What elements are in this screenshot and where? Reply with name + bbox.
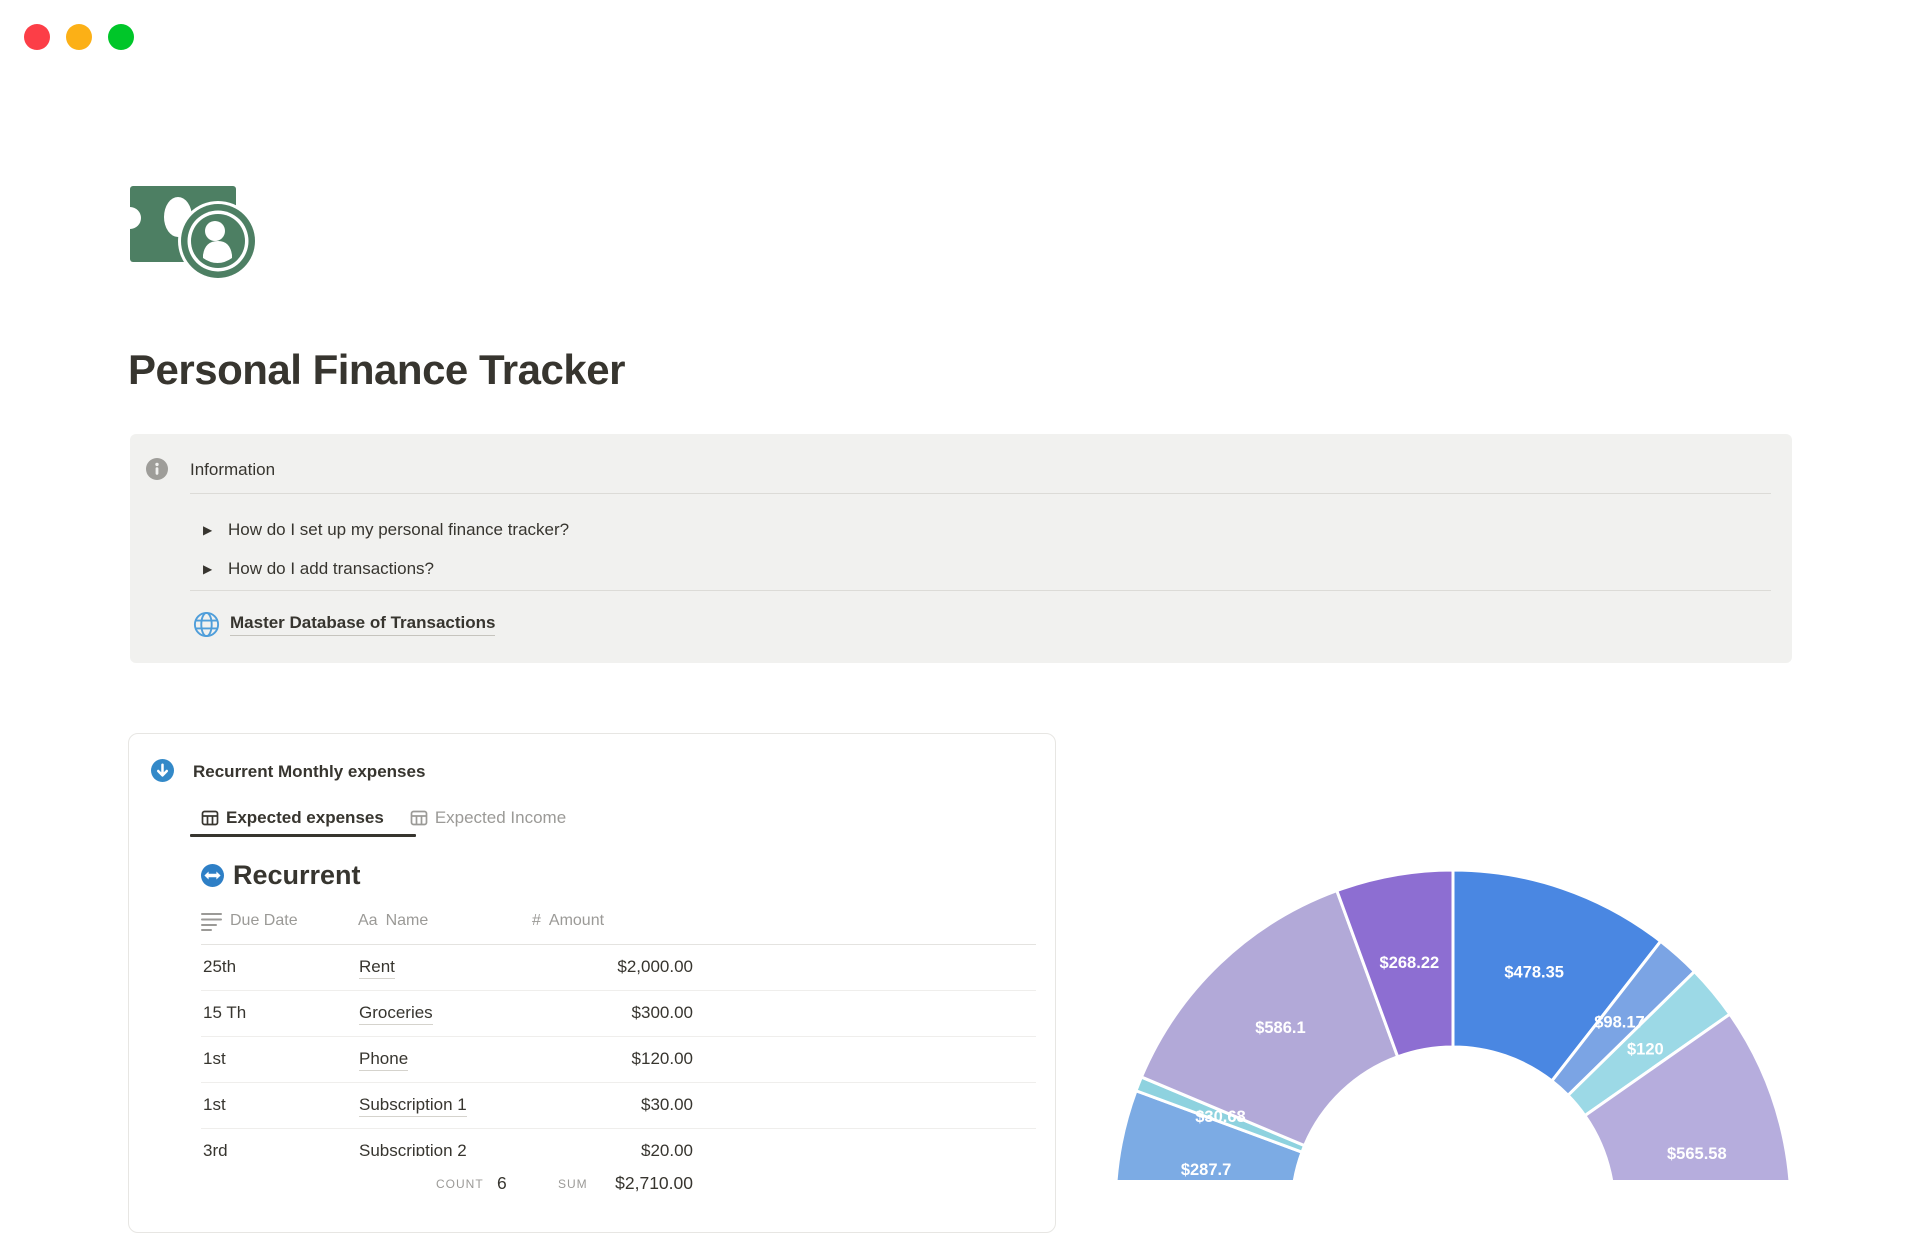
master-database-link-label: Master Database of Transactions bbox=[230, 613, 496, 636]
database-title[interactable]: Recurrent bbox=[233, 860, 361, 890]
page-icon[interactable] bbox=[128, 184, 260, 284]
callout-title: Information bbox=[190, 460, 276, 479]
divider bbox=[190, 590, 1771, 591]
column-header-amount[interactable]: # Amount bbox=[532, 906, 604, 936]
toggle-triangle-icon[interactable]: ▶ bbox=[203, 561, 213, 576]
circle-arrow-down-icon[interactable] bbox=[151, 759, 174, 782]
amount-cell[interactable]: $20.00 bbox=[641, 1141, 693, 1156]
name-cell[interactable]: Subscription 2 bbox=[359, 1141, 467, 1156]
table-icon bbox=[201, 809, 219, 827]
column-label: Name bbox=[385, 912, 429, 929]
due-date-cell[interactable]: 3rd bbox=[203, 1141, 228, 1156]
amount-cell[interactable]: $120.00 bbox=[631, 1049, 693, 1068]
zoom-button[interactable] bbox=[108, 24, 134, 50]
toggle-label: How do I add transactions? bbox=[228, 558, 435, 578]
table-row[interactable]: 3rd Subscription 2 $20.00 bbox=[201, 1129, 1036, 1156]
sum-label[interactable]: SUM bbox=[558, 1177, 588, 1191]
donut-slice-565.58[interactable] bbox=[1582, 1012, 1792, 1180]
card-title: Recurrent Monthly expenses bbox=[193, 762, 426, 781]
slice-value-label: $120 bbox=[1627, 1040, 1664, 1058]
toggle-list: ▶ How do I set up my personal finance tra… bbox=[130, 510, 1792, 588]
recurrent-expenses-card: Recurrent Monthly expenses Expected expe… bbox=[128, 733, 1056, 1233]
window-controls bbox=[24, 24, 134, 50]
close-button[interactable] bbox=[24, 24, 50, 50]
slice-value-label: $565.58 bbox=[1667, 1145, 1727, 1163]
due-date-cell[interactable]: 25th bbox=[203, 957, 237, 976]
slice-value-label: $287.7 bbox=[1181, 1161, 1231, 1179]
toggle-label: How do I set up my personal finance trac… bbox=[228, 519, 570, 539]
column-label: Due Date bbox=[230, 912, 298, 929]
column-header-name[interactable]: Aa Name bbox=[358, 906, 428, 936]
amount-cell[interactable]: $300.00 bbox=[631, 1003, 693, 1022]
name-cell[interactable]: Subscription 1 bbox=[359, 1095, 467, 1117]
table-row[interactable]: 1st Phone $120.00 bbox=[201, 1037, 1036, 1083]
toggle-item-0[interactable]: ▶ How do I set up my personal finance tra… bbox=[130, 510, 1792, 549]
donut-slice-586.1[interactable] bbox=[1139, 888, 1400, 1148]
table-footer: COUNT 6 SUM $2,710.00 bbox=[201, 1163, 1036, 1203]
info-icon bbox=[146, 458, 168, 480]
donut-slice-268.22[interactable] bbox=[1334, 868, 1455, 1059]
divider bbox=[190, 493, 1771, 494]
table-row[interactable]: 1st Subscription 1 $30.00 bbox=[201, 1083, 1036, 1129]
expenses-donut-chart[interactable]: $478.35 $98.17 $120 $565.58 $287.7 $30.68 $586… bbox=[1100, 862, 1806, 1180]
master-database-link[interactable]: Master Database of Transactions bbox=[193, 602, 496, 646]
tab-label: Expected expenses bbox=[226, 808, 384, 827]
view-tabs: Expected expenses Expected Income bbox=[201, 798, 566, 838]
due-date-cell[interactable]: 1st bbox=[203, 1049, 226, 1068]
page-title: Personal Finance Tracker bbox=[128, 346, 625, 394]
count-value: 6 bbox=[497, 1173, 507, 1193]
due-date-cell[interactable]: 15 Th bbox=[203, 1003, 247, 1022]
select-property-icon bbox=[201, 910, 222, 932]
globe-icon bbox=[193, 611, 220, 638]
circle-arrows-leftright-icon[interactable] bbox=[201, 863, 224, 887]
table-column-headers: Due Date Aa Name # Amount bbox=[201, 906, 1036, 936]
tab-label: Expected Income bbox=[434, 808, 567, 827]
title-property-icon: Aa bbox=[358, 912, 378, 929]
name-cell[interactable]: Rent bbox=[359, 957, 395, 979]
slice-value-label: $586.1 bbox=[1255, 1019, 1305, 1037]
database-title-row: Recurrent bbox=[201, 858, 361, 892]
amount-cell[interactable]: $30.00 bbox=[641, 1095, 693, 1114]
slice-value-label: $478.35 bbox=[1504, 964, 1564, 982]
table-icon bbox=[410, 809, 428, 827]
tab-expected-income[interactable]: Expected Income bbox=[410, 808, 566, 828]
tab-expected-expenses[interactable]: Expected expenses bbox=[201, 808, 384, 828]
banknote-with-coin-icon bbox=[128, 186, 258, 281]
slice-value-label: $268.22 bbox=[1380, 954, 1440, 972]
number-property-icon: # bbox=[532, 912, 541, 929]
toggle-triangle-icon[interactable]: ▶ bbox=[203, 522, 213, 537]
minimize-button[interactable] bbox=[66, 24, 92, 50]
column-header-due-date[interactable]: Due Date bbox=[201, 906, 298, 936]
name-cell[interactable]: Phone bbox=[359, 1049, 409, 1071]
name-cell[interactable]: Groceries bbox=[359, 1003, 433, 1025]
due-date-cell[interactable]: 1st bbox=[203, 1095, 226, 1114]
active-tab-underline bbox=[190, 834, 416, 837]
sum-value: $2,710.00 bbox=[615, 1173, 693, 1193]
amount-cell[interactable]: $2,000.00 bbox=[617, 957, 693, 976]
toggle-item-1[interactable]: ▶ How do I add transactions? bbox=[130, 549, 1792, 588]
column-label: Amount bbox=[548, 912, 605, 929]
information-callout: Information ▶ How do I set up my personal… bbox=[130, 434, 1792, 663]
count-label[interactable]: COUNT bbox=[436, 1177, 484, 1191]
slice-value-label: $30.68 bbox=[1195, 1108, 1245, 1126]
table-rows: 25th Rent $2,000.00 15 Th Groceries $300.00 1s… bbox=[201, 944, 1036, 1156]
slice-value-label: $98.17 bbox=[1594, 1013, 1644, 1031]
table-row[interactable]: 25th Rent $2,000.00 bbox=[201, 945, 1036, 991]
table-row[interactable]: 15 Th Groceries $300.00 bbox=[201, 991, 1036, 1037]
